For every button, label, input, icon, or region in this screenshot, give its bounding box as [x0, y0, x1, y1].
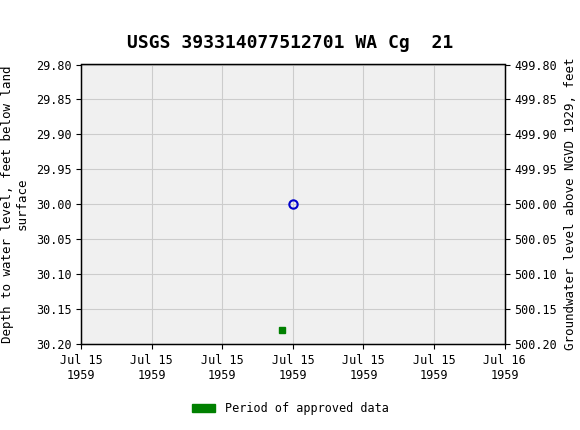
Text: USGS 393314077512701 WA Cg  21: USGS 393314077512701 WA Cg 21 — [127, 34, 453, 52]
Y-axis label: Depth to water level, feet below land
surface: Depth to water level, feet below land su… — [1, 65, 29, 343]
Text: USGS: USGS — [41, 12, 109, 33]
Y-axis label: Groundwater level above NGVD 1929, feet: Groundwater level above NGVD 1929, feet — [564, 58, 577, 350]
Text: ≡: ≡ — [9, 8, 34, 37]
Legend: Period of approved data: Period of approved data — [187, 397, 393, 420]
